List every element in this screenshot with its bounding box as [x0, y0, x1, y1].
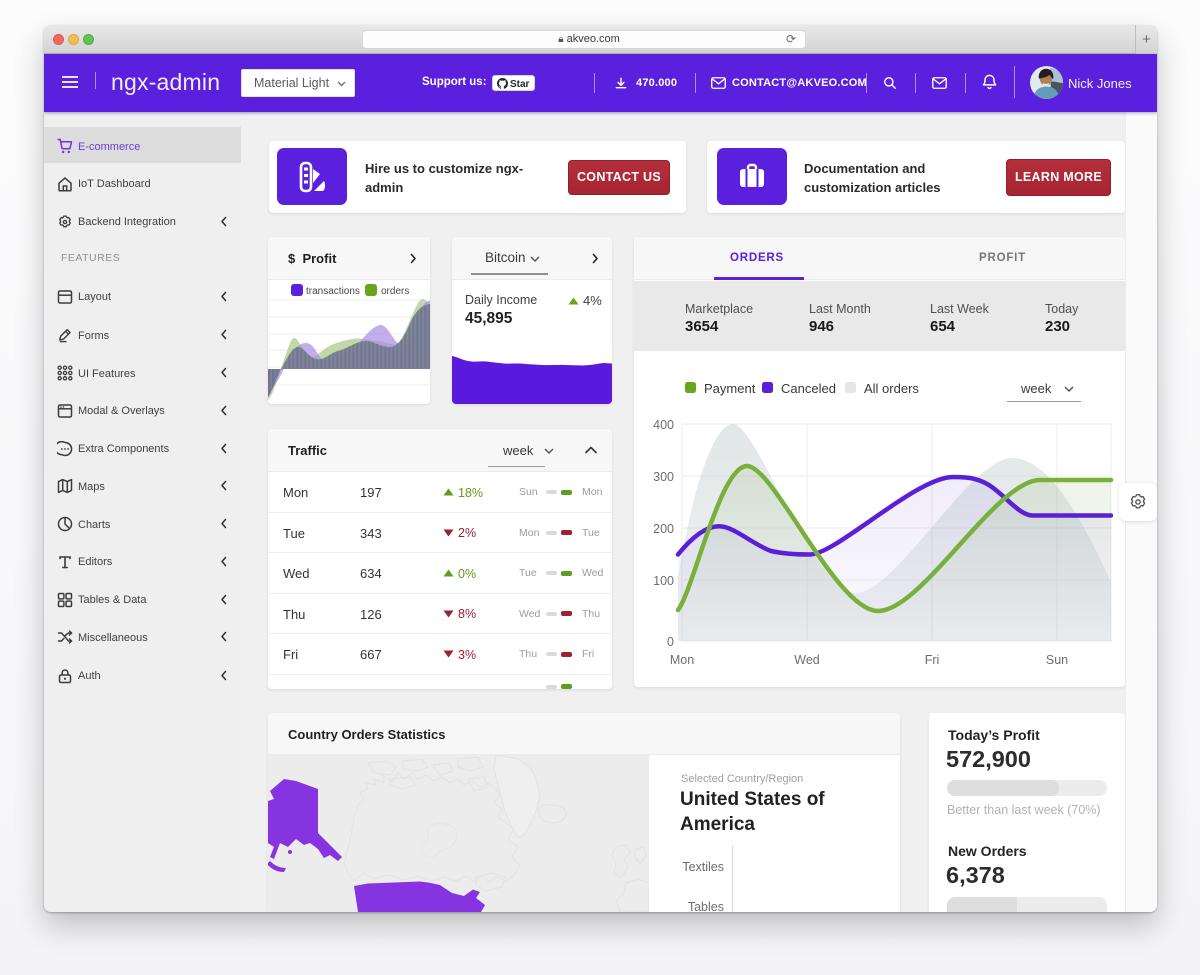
svg-text:200: 200	[653, 522, 674, 536]
svg-text:400: 400	[653, 418, 674, 432]
svg-text:100: 100	[653, 574, 674, 588]
svg-text:0: 0	[667, 635, 674, 649]
svg-text:Wed: Wed	[794, 653, 820, 667]
svg-text:Mon: Mon	[670, 653, 694, 667]
svg-text:Fri: Fri	[925, 653, 940, 667]
svg-text:Sun: Sun	[1046, 653, 1068, 667]
svg-text:300: 300	[653, 470, 674, 484]
